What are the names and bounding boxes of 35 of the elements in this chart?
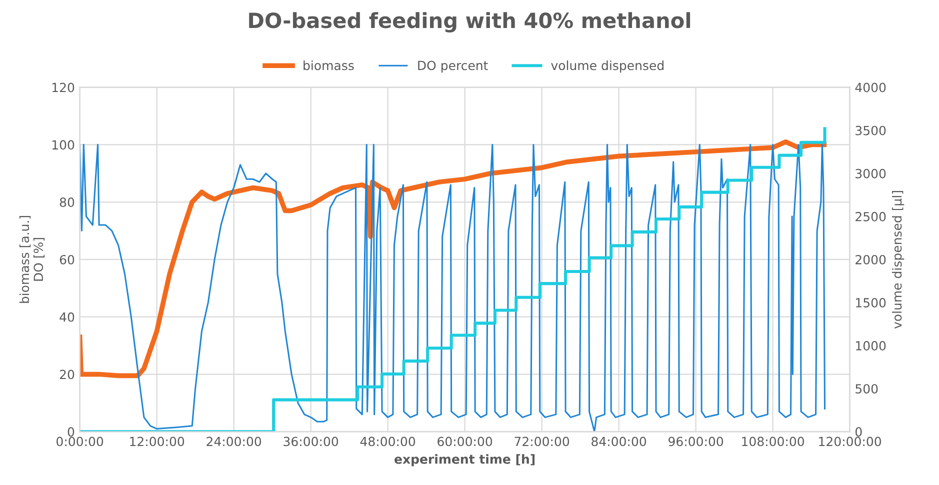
x-axis-title: experiment time [h] bbox=[394, 454, 535, 466]
y2-tick-label: 1500 bbox=[856, 298, 886, 308]
x-tick-label: 60:00:00 bbox=[438, 436, 492, 446]
y2-tick-label: 1000 bbox=[856, 341, 886, 350]
y-tick-label: 40 bbox=[60, 312, 74, 322]
x-tick-label: 72:00:00 bbox=[514, 436, 570, 446]
y-tick-label: 120 bbox=[52, 82, 74, 92]
y-tick-label: 60 bbox=[60, 254, 74, 264]
legend-label: volume dispensed bbox=[551, 60, 664, 73]
y-tick-label: 0 bbox=[68, 427, 74, 437]
x-tick-label: 96:00:00 bbox=[668, 436, 724, 446]
y2-tick-label: 3500 bbox=[856, 126, 886, 136]
y2-axis-title: volume dispensed [µl] bbox=[892, 191, 904, 329]
line-series bbox=[80, 139, 827, 378]
x-tick-label: 12:00:00 bbox=[130, 436, 184, 446]
x-tick-label: 36:00:00 bbox=[284, 436, 338, 446]
x-tick-label: 108:00:00 bbox=[742, 436, 804, 446]
x-tick-label: 84:00:00 bbox=[592, 436, 646, 446]
x-tick-label: 48:00:00 bbox=[360, 436, 416, 446]
y2-tick-label: 2500 bbox=[856, 212, 886, 222]
y-tick-label: 100 bbox=[52, 140, 74, 150]
x-tick-label: 0:00:00 bbox=[56, 436, 104, 446]
legend-label: biomass bbox=[304, 60, 354, 70]
y-tick-label: 20 bbox=[60, 370, 74, 380]
y2-tick-label: 500 bbox=[856, 384, 878, 394]
y2-tick-label: 0 bbox=[855, 427, 862, 437]
x-tick-label: 24:00:00 bbox=[206, 436, 262, 446]
y2-tick-label: 3000 bbox=[856, 168, 886, 178]
y2-tick-label: 2000 bbox=[856, 254, 886, 264]
y-tick-label: 80 bbox=[60, 198, 74, 208]
y-axis-title: biomass [a.u.] DO [%] bbox=[19, 216, 45, 303]
x-tick-label: 120:00:00 bbox=[819, 436, 882, 446]
y2-tick-label: 4000 bbox=[855, 82, 886, 92]
chart-title: DO-based feeding with 40% methanol bbox=[249, 12, 690, 32]
legend-label: DO percent bbox=[418, 60, 488, 73]
